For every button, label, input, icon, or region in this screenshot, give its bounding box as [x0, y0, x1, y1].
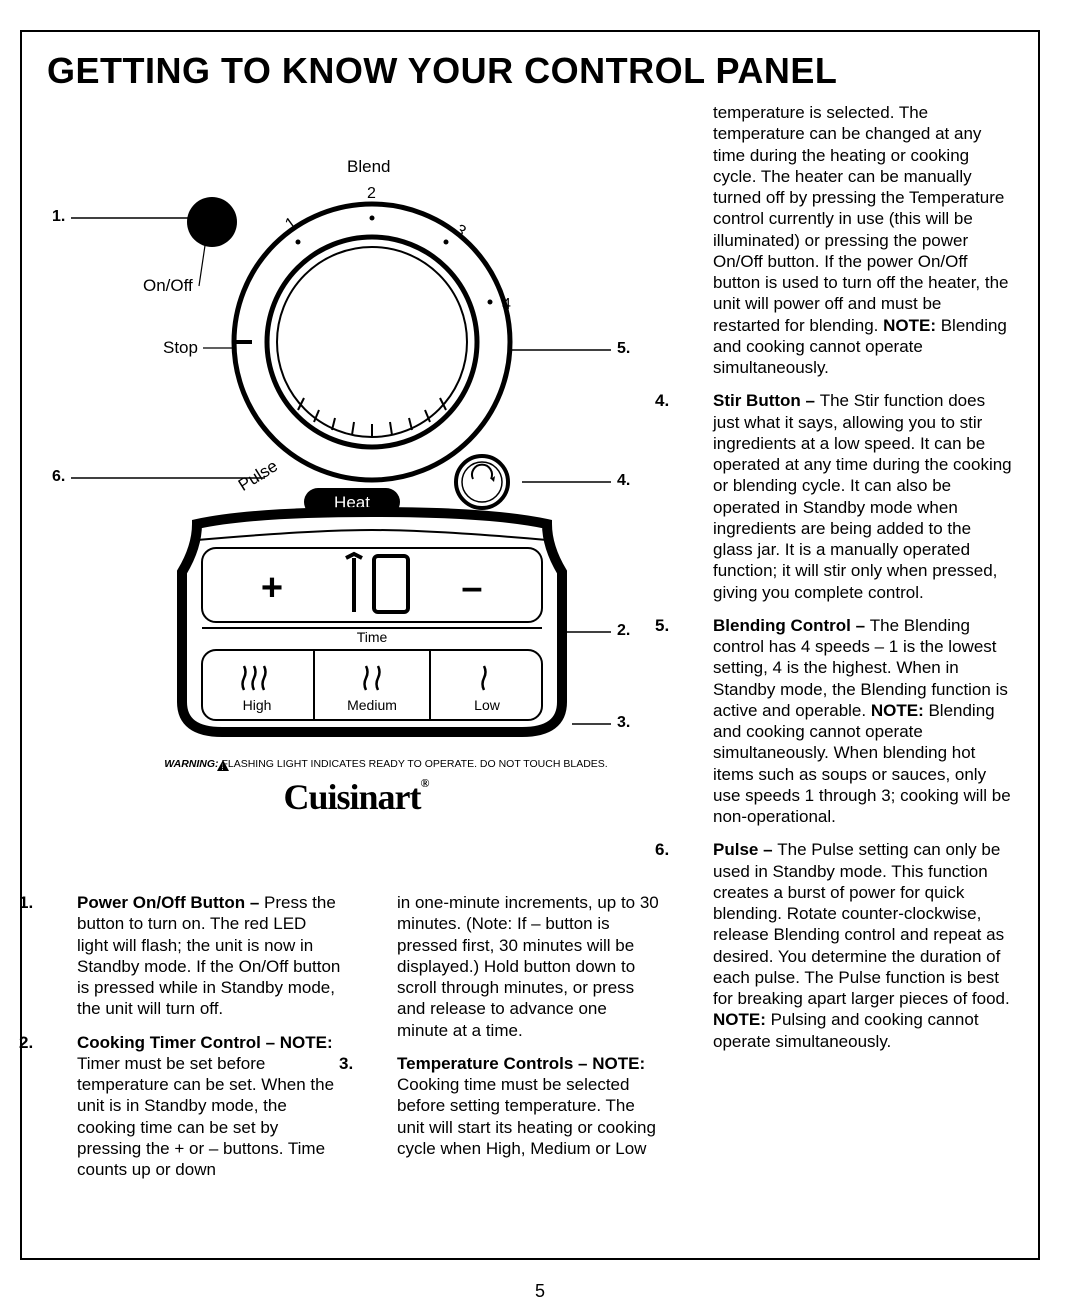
item-4: 4. Stir Button – The Stir function does …	[683, 390, 1013, 603]
item-6: 6. Pulse – The Pulse setting can only be…	[683, 839, 1013, 1052]
lcd-panel: + – Time	[182, 512, 562, 732]
speed-2: 2	[367, 185, 376, 202]
item-2: 2. Cooking Timer Control – NOTE: Timer m…	[47, 1032, 342, 1181]
onoff-button	[187, 197, 237, 247]
brand-logo: Cuisinart®	[47, 776, 665, 818]
blend-dial: 1 2 3 4	[187, 185, 511, 480]
page-number: 5	[0, 1281, 1080, 1302]
item-2-cont: in one-minute increments, up to 30 minut…	[367, 892, 662, 1041]
item-3: 3. Temperature Controls – NOTE: Cooking …	[367, 1053, 662, 1159]
item-5: 5. Blending Control – The Blending contr…	[683, 615, 1013, 828]
svg-text:Low: Low	[474, 697, 501, 713]
panel-svg: 1 2 3 4	[47, 102, 665, 822]
warning-text: WARNING: FLASHING LIGHT INDICATES READY …	[47, 758, 665, 770]
item-1: 1. Power On/Off Button – Press the butto…	[47, 892, 342, 1020]
plus-button: +	[261, 567, 283, 609]
svg-text:High: High	[243, 697, 272, 713]
svg-text:Time: Time	[357, 629, 388, 645]
control-panel-diagram: 1. 2. 3. 4. 5. 6. Blend On/Off Stop Puls…	[47, 102, 665, 822]
item-3-cont: temperature is selected. The temperature…	[683, 102, 1013, 378]
svg-text:Medium: Medium	[347, 697, 397, 713]
page-title: GETTING TO KNOW YOUR CONTROL PANEL	[47, 50, 1013, 92]
speed-4: 4	[502, 296, 511, 313]
minus-button: –	[461, 567, 482, 609]
